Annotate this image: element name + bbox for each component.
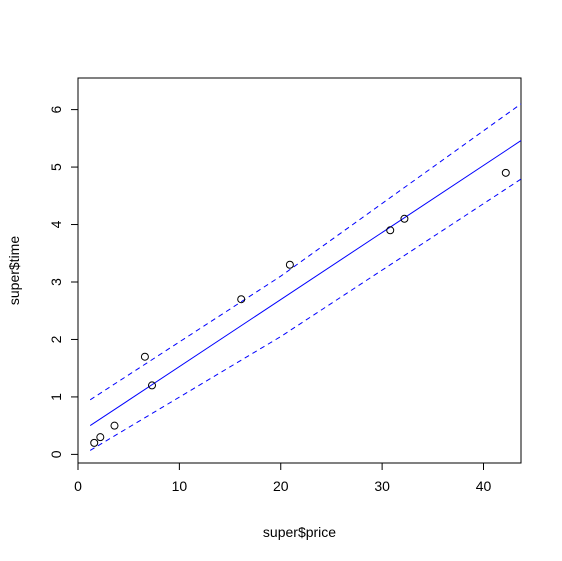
data-point — [148, 381, 157, 390]
x-tick-label: 20 — [273, 478, 289, 494]
y-axis-title: super$time — [6, 236, 22, 305]
data-point — [90, 438, 99, 447]
fit-line — [89, 140, 522, 427]
data-point — [285, 260, 294, 269]
data-point — [110, 421, 119, 430]
data-point — [386, 226, 395, 235]
data-point — [237, 295, 246, 304]
x-axis: 0 10 20 30 40 — [74, 463, 491, 494]
x-tick-label: 10 — [172, 478, 188, 494]
y-tick-label: 3 — [48, 278, 64, 286]
x-tick-label: 40 — [476, 478, 492, 494]
y-tick-label: 1 — [48, 393, 64, 401]
y-tick-label: 0 — [48, 450, 64, 458]
series-layer — [89, 103, 522, 451]
data-point — [501, 168, 510, 177]
x-axis-title: super$price — [263, 524, 336, 540]
upper-interval-line — [89, 103, 522, 401]
y-tick-label: 5 — [48, 163, 64, 171]
data-point — [96, 433, 105, 442]
data-point — [400, 214, 409, 223]
lower-interval-line — [89, 178, 522, 451]
y-tick-label: 2 — [48, 335, 64, 343]
y-tick-label: 4 — [48, 220, 64, 228]
y-tick-label: 6 — [48, 106, 64, 114]
y-axis: 0 1 2 3 4 5 6 — [48, 106, 78, 458]
x-tick-label: 0 — [74, 478, 82, 494]
data-point — [140, 352, 149, 361]
plot-box — [77, 77, 522, 464]
x-tick-label: 30 — [374, 478, 390, 494]
